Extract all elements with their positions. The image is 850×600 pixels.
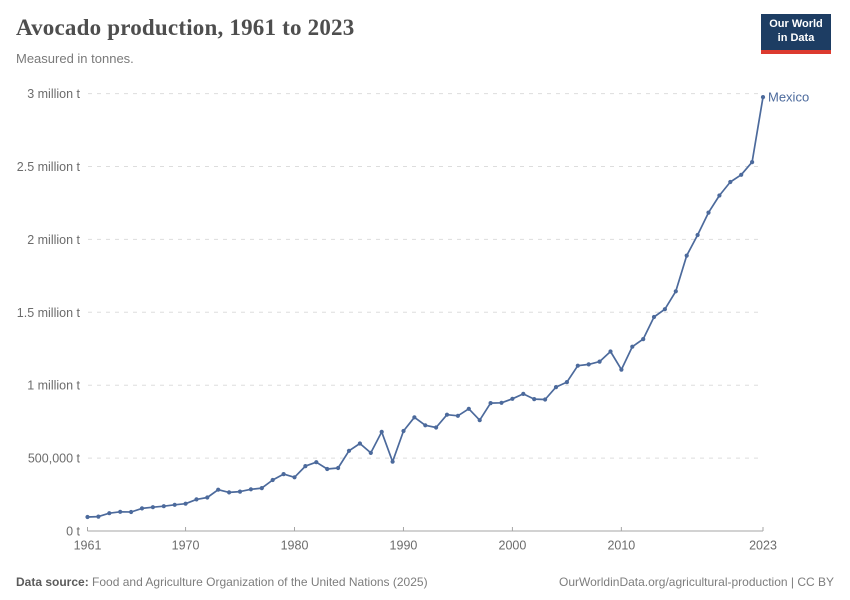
- y-axis-tick-label: 2.5 million t: [17, 160, 81, 174]
- data-point: [85, 514, 90, 520]
- data-point: [314, 460, 319, 465]
- data-point: [477, 418, 482, 423]
- owid-url-link[interactable]: OurWorldinData.org/agricultural-producti…: [558, 575, 834, 589]
- x-axis-tick-label: 2010: [607, 539, 635, 553]
- data-point: [499, 400, 504, 405]
- data-point: [118, 509, 123, 514]
- data-point: [259, 486, 264, 491]
- chart-footer: Data source: Food and Agriculture Organi…: [16, 575, 834, 589]
- data-source-note: Data source: Food and Agriculture Organi…: [16, 575, 428, 589]
- y-axis-tick-label: 500,000 t: [28, 452, 81, 466]
- x-axis-tick-label: 1990: [390, 539, 418, 553]
- data-point: [630, 344, 635, 349]
- owid-logo-line2: in Data: [777, 31, 815, 44]
- y-axis-tick-label: 1.5 million t: [17, 306, 81, 320]
- data-point: [336, 465, 341, 471]
- data-point: [346, 448, 352, 453]
- series-end-label-mexico[interactable]: Mexico: [768, 90, 809, 105]
- data-point: [107, 511, 112, 516]
- data-point: [564, 380, 570, 385]
- data-point: [139, 506, 145, 511]
- page-title: Avocado production, 1961 to 2023: [16, 15, 355, 40]
- data-point: [194, 497, 199, 502]
- data-source-label: Data source:: [16, 575, 89, 589]
- data-point: [750, 160, 755, 165]
- data-point: [760, 95, 766, 100]
- data-point: [532, 397, 537, 402]
- owid-logo-line1: Our World: [769, 18, 823, 30]
- data-point: [161, 504, 166, 509]
- data-point: [739, 172, 744, 177]
- data-point: [684, 253, 689, 258]
- data-point: [586, 362, 591, 367]
- data-point: [510, 396, 515, 401]
- data-point: [575, 363, 580, 368]
- data-point: [412, 415, 417, 420]
- data-point: [619, 367, 624, 372]
- y-axis-tick-label: 0 t: [66, 525, 80, 539]
- data-point: [444, 412, 450, 417]
- y-axis-tick-label: 2 million t: [27, 233, 80, 247]
- series-line-mexico[interactable]: [86, 96, 764, 518]
- data-point: [172, 502, 177, 507]
- data-point: [303, 464, 308, 469]
- data-point: [728, 179, 733, 185]
- data-point: [270, 477, 275, 483]
- data-point: [183, 501, 188, 506]
- x-axis-tick-label: 2023: [749, 539, 777, 553]
- data-source-text: Food and Agriculture Organization of the…: [88, 575, 428, 589]
- data-point: [150, 505, 155, 510]
- data-point: [368, 450, 373, 455]
- data-point: [390, 459, 395, 464]
- x-axis-tick-label: 1980: [281, 539, 309, 553]
- data-point: [651, 314, 657, 320]
- data-point: [96, 514, 101, 519]
- data-point: [281, 472, 286, 477]
- x-axis-tick-label: 2000: [499, 539, 527, 553]
- data-point: [325, 466, 330, 472]
- data-point: [423, 423, 428, 428]
- chart-subtitle: Measured in tonnes.: [16, 51, 134, 66]
- data-point: [248, 487, 253, 492]
- data-point: [608, 349, 613, 354]
- data-point: [357, 441, 362, 446]
- data-point: [717, 193, 722, 198]
- data-point: [455, 413, 460, 418]
- data-point: [543, 397, 548, 402]
- data-point: [401, 428, 406, 434]
- data-point: [641, 337, 646, 342]
- data-point: [521, 391, 526, 396]
- data-point: [205, 495, 210, 500]
- data-point: [434, 425, 439, 430]
- data-point: [292, 475, 297, 480]
- data-point: [129, 509, 134, 515]
- owid-logo[interactable]: Our World in Data: [761, 14, 831, 54]
- data-point: [216, 487, 221, 492]
- data-point: [695, 232, 700, 238]
- x-axis-tick-label: 1961: [74, 539, 102, 553]
- data-point: [662, 307, 668, 312]
- data-point: [227, 490, 232, 495]
- data-point: [553, 385, 559, 390]
- y-axis-tick-label: 1 million t: [27, 379, 80, 393]
- data-point: [706, 210, 711, 215]
- x-axis-tick-label: 1970: [172, 539, 200, 553]
- data-point: [466, 406, 471, 411]
- data-point: [673, 289, 678, 294]
- data-point: [488, 401, 493, 406]
- data-point: [379, 429, 384, 434]
- data-point: [237, 489, 243, 494]
- data-point: [597, 359, 602, 364]
- y-axis-tick-label: 3 million t: [27, 87, 80, 101]
